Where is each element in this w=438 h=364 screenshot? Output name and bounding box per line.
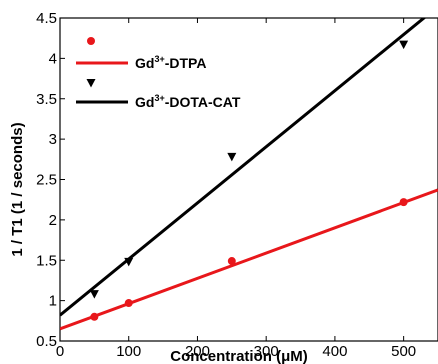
y-tick-label: 3.5 bbox=[36, 91, 57, 108]
legend-marker-0 bbox=[87, 37, 95, 45]
x-tick-label: 100 bbox=[116, 343, 141, 360]
y-tick-label: 2.5 bbox=[36, 172, 57, 189]
x-tick-label: 500 bbox=[391, 343, 416, 360]
x-tick-label: 0 bbox=[56, 343, 64, 360]
y-tick-label: 0.5 bbox=[36, 333, 57, 350]
data-point-series-1 bbox=[124, 257, 134, 267]
data-point-series-1 bbox=[89, 290, 99, 299]
fit-line-series-1 bbox=[60, 18, 427, 317]
y-axis-label: 1 / T1 (1 / seconds) bbox=[9, 122, 26, 256]
data-point-series-0 bbox=[399, 198, 408, 207]
x-axis-label: Concentration (μM) bbox=[170, 348, 308, 364]
legend-label-0: Gd3+-DTPA bbox=[135, 54, 206, 71]
y-tick-label: 1.5 bbox=[36, 252, 57, 269]
y-tick-label: 1 bbox=[49, 293, 57, 310]
data-point-series-0 bbox=[124, 299, 133, 308]
legend-label-1: Gd3+-DOTA-CAT bbox=[135, 93, 241, 110]
plot-frame bbox=[59, 17, 438, 342]
data-point-series-1 bbox=[399, 40, 409, 50]
data-point-series-0 bbox=[227, 257, 236, 266]
y-tick-label: 4 bbox=[49, 50, 57, 67]
legend-marker-1 bbox=[86, 79, 96, 88]
x-tick-label: 300 bbox=[254, 343, 279, 360]
data-point-series-0 bbox=[90, 312, 99, 321]
y-tick-label: 4.5 bbox=[36, 10, 57, 27]
y-tick-label: 2 bbox=[49, 212, 57, 229]
x-tick-label: 400 bbox=[322, 343, 347, 360]
fit-line-series-0 bbox=[60, 188, 438, 331]
data-point-series-1 bbox=[227, 152, 237, 162]
legend: Gd3+-DTPA Gd3+-DOTA-CAT bbox=[76, 37, 241, 110]
x-tick-label: 200 bbox=[185, 343, 210, 360]
y-tick-label: 3 bbox=[49, 131, 57, 148]
